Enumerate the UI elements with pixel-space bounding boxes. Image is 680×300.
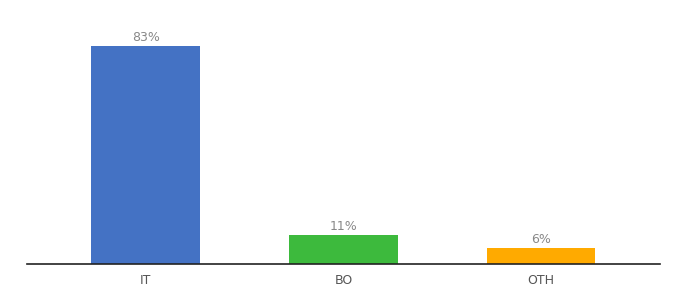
Text: 6%: 6% bbox=[531, 233, 551, 246]
Bar bbox=[487, 248, 596, 264]
Bar bbox=[289, 235, 398, 264]
Text: 83%: 83% bbox=[132, 31, 160, 44]
Bar bbox=[91, 46, 200, 264]
Text: 11%: 11% bbox=[330, 220, 357, 232]
